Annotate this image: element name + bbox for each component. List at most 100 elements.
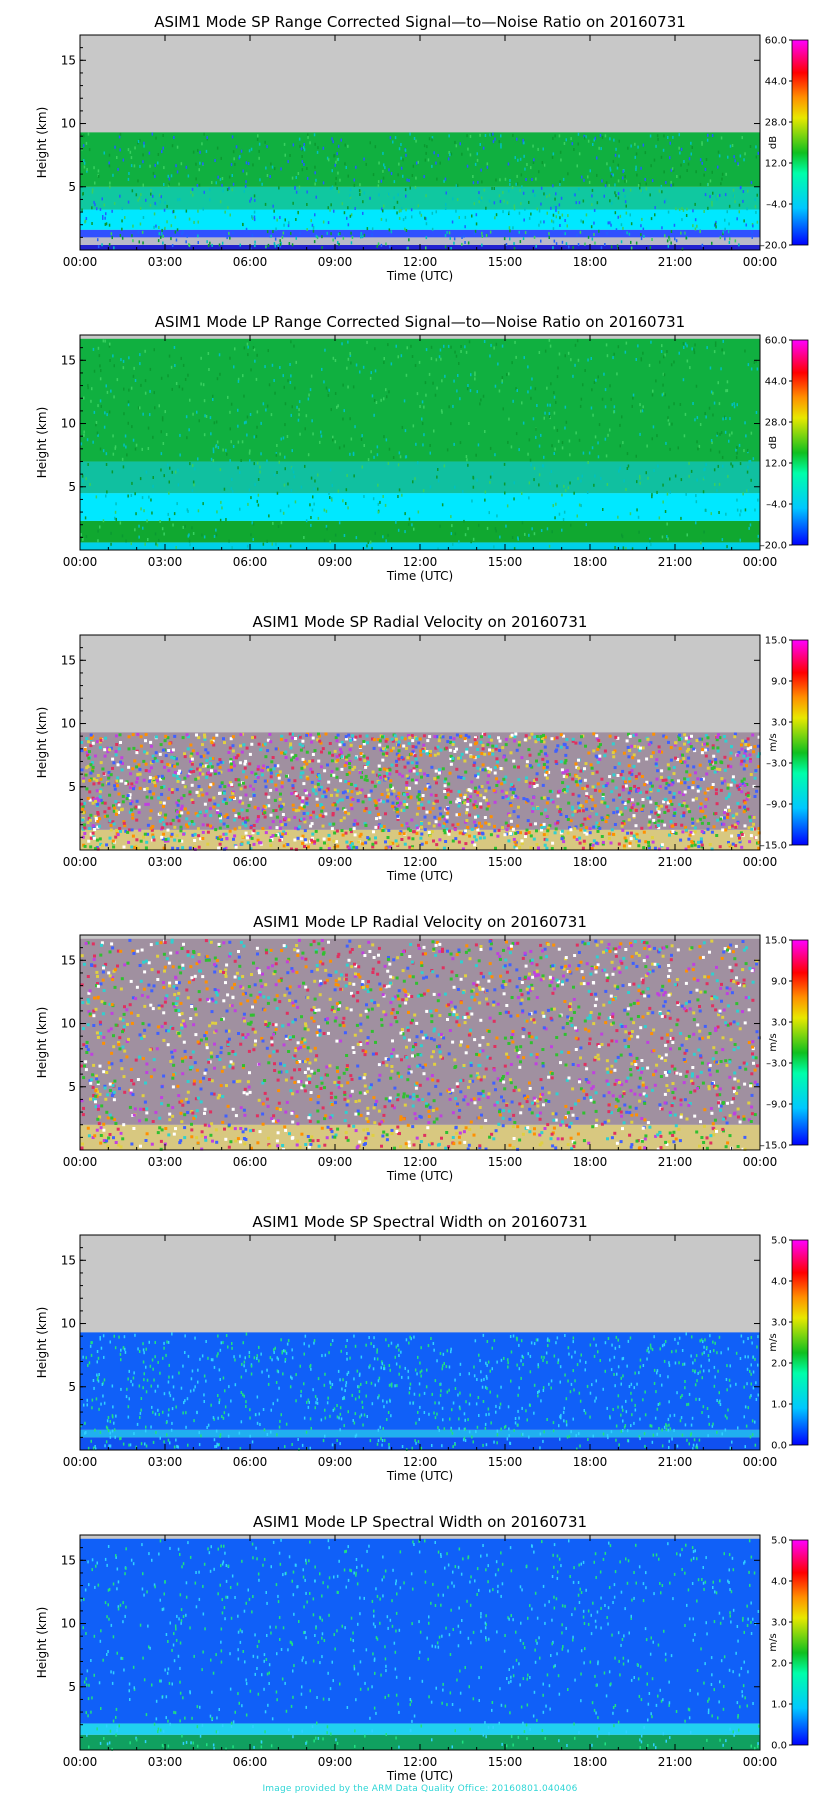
data-speckle-cell bbox=[302, 805, 306, 809]
data-speckle-cell bbox=[240, 459, 242, 462]
data-speckle-cell bbox=[349, 843, 353, 847]
data-speckle-cell bbox=[571, 142, 574, 146]
data-speckle-cell bbox=[709, 366, 712, 370]
data-speckle-cell bbox=[87, 132, 90, 136]
data-speckle-cell bbox=[179, 433, 181, 437]
data-speckle-cell bbox=[658, 189, 661, 193]
data-speckle-cell bbox=[229, 236, 231, 240]
data-speckle-cell bbox=[740, 759, 744, 763]
data-speckle-cell bbox=[674, 237, 676, 241]
data-speckle-cell bbox=[473, 800, 477, 804]
data-speckle-cell bbox=[473, 790, 477, 793]
data-speckle-cell bbox=[117, 747, 121, 751]
data-speckle-cell bbox=[340, 751, 344, 754]
data-speckle-cell bbox=[489, 768, 493, 772]
data-speckle-cell bbox=[197, 845, 201, 849]
data-speckle-cell bbox=[590, 807, 594, 811]
data-speckle-cell bbox=[284, 739, 288, 742]
data-speckle-cell bbox=[333, 154, 335, 158]
data-speckle-cell bbox=[697, 845, 701, 849]
data-speckle-cell bbox=[621, 769, 625, 773]
data-speckle-cell bbox=[637, 145, 639, 149]
data-speckle-cell bbox=[138, 828, 142, 832]
data-speckle-cell bbox=[395, 752, 399, 756]
data-speckle-cell bbox=[87, 463, 89, 466]
data-speckle-cell bbox=[180, 356, 182, 360]
data-speckle-cell bbox=[151, 825, 155, 828]
data-speckle-cell bbox=[576, 514, 578, 518]
data-speckle-cell bbox=[651, 493, 653, 497]
data-speckle-cell bbox=[333, 209, 335, 213]
data-speckle bbox=[80, 338, 759, 551]
data-speckle-cell bbox=[278, 770, 282, 774]
data-speckle-cell bbox=[382, 800, 386, 804]
data-speckle-cell bbox=[681, 753, 684, 757]
data-speckle-cell bbox=[480, 785, 484, 788]
data-speckle-cell bbox=[565, 746, 569, 750]
data-speckle-cell bbox=[229, 796, 232, 800]
data-speckle-cell bbox=[318, 788, 322, 792]
data-speckle-cell bbox=[279, 452, 281, 456]
data-speckle-cell bbox=[149, 744, 153, 748]
data-speckle-cell bbox=[301, 807, 305, 811]
data-speckle-cell bbox=[221, 506, 223, 510]
data-speckle-cell bbox=[460, 345, 462, 348]
data-speckle-cell bbox=[310, 822, 314, 826]
data-speckle-cell bbox=[708, 406, 711, 410]
data-speckle-cell bbox=[376, 738, 380, 741]
data-speckle-cell bbox=[254, 359, 256, 363]
data-speckle-cell bbox=[691, 781, 695, 784]
data-speckle-cell bbox=[280, 835, 284, 839]
data-speckle-cell bbox=[170, 224, 173, 228]
data-speckle-cell bbox=[695, 739, 699, 742]
data-speckle-cell bbox=[523, 141, 525, 145]
data-speckle-cell bbox=[280, 751, 284, 755]
data-speckle-cell bbox=[748, 460, 750, 464]
data-speckle-cell bbox=[552, 504, 554, 508]
data-speckle-cell bbox=[668, 790, 672, 794]
data-speckle-cell bbox=[388, 447, 391, 451]
data-speckle-cell bbox=[318, 734, 321, 738]
data-speckle-cell bbox=[369, 196, 371, 200]
x-tick-label: 12:00 bbox=[403, 555, 438, 569]
data-speckle-cell bbox=[122, 465, 125, 469]
data-speckle-cell bbox=[600, 800, 604, 804]
data-speckle-cell bbox=[446, 448, 449, 452]
data-speckle-cell bbox=[637, 515, 640, 519]
data-speckle-cell bbox=[444, 177, 447, 181]
data-speckle-cell bbox=[205, 792, 209, 796]
data-speckle-cell bbox=[312, 495, 314, 499]
data-speckle-cell bbox=[738, 203, 741, 207]
data-speckle-cell bbox=[183, 785, 187, 789]
data-speckle-cell bbox=[247, 345, 249, 349]
data-speckle-cell bbox=[402, 218, 405, 222]
data-speckle-cell bbox=[452, 542, 454, 546]
data-speckle-cell bbox=[565, 775, 569, 779]
data-speckle-cell bbox=[746, 791, 750, 795]
data-speckle-cell bbox=[213, 421, 216, 425]
data-speckle-cell bbox=[642, 405, 644, 409]
data-speckle-cell bbox=[144, 802, 148, 806]
data-speckle-cell bbox=[501, 376, 504, 379]
data-speckle-cell bbox=[714, 761, 718, 765]
data-speckle-cell bbox=[711, 203, 713, 207]
data-speckle-cell bbox=[190, 752, 194, 756]
data-speckle-cell bbox=[274, 244, 277, 248]
data-speckle-cell bbox=[334, 533, 337, 537]
data-speckle-cell bbox=[437, 823, 441, 827]
data-speckle-cell bbox=[383, 357, 385, 360]
data-speckle-cell bbox=[317, 487, 319, 491]
data-speckle-cell bbox=[420, 803, 424, 807]
data-speckle-cell bbox=[191, 464, 194, 467]
chart-title: ASIM1 Mode SP Range Corrected Signal—to—… bbox=[154, 13, 686, 31]
data-speckle-cell bbox=[207, 244, 210, 248]
data-speckle-cell bbox=[592, 413, 594, 417]
data-speckle-cell bbox=[345, 488, 348, 492]
data-speckle-cell bbox=[692, 209, 694, 213]
data-speckle-cell bbox=[299, 231, 301, 235]
data-speckle-cell bbox=[489, 480, 491, 484]
data-speckle-cell bbox=[442, 846, 446, 850]
data-speckle-cell bbox=[414, 757, 418, 761]
data-speckle-cell bbox=[602, 784, 606, 788]
data-speckle-cell bbox=[706, 736, 710, 740]
